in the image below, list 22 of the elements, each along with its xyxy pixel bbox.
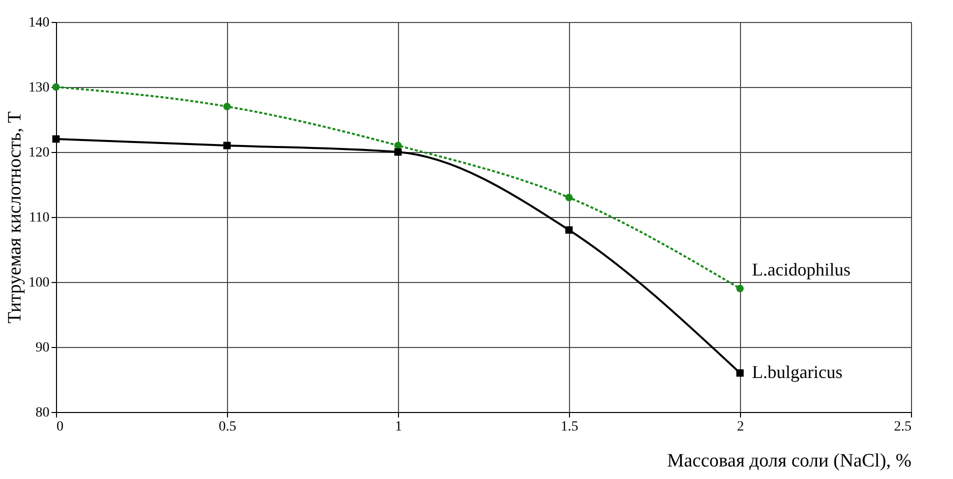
y-tick-label: 110 xyxy=(29,210,50,226)
y-axis-title: Титруемая кислотность, Т xyxy=(4,111,26,324)
y-tick-label: 90 xyxy=(36,340,50,356)
point xyxy=(223,102,231,110)
x-tick-label: 0.5 xyxy=(218,420,236,434)
y-tick-label: 100 xyxy=(28,276,50,290)
series-label: L.bulgaricus xyxy=(752,362,842,382)
x-axis-title: Массовая доля соли (NaCl), % xyxy=(667,450,912,472)
x-tick-label: 0 xyxy=(56,420,64,434)
x-tick-label: 2 xyxy=(737,420,744,434)
y-tick-label: 120 xyxy=(28,146,50,160)
point xyxy=(52,83,60,91)
point xyxy=(394,142,402,150)
point xyxy=(565,194,573,202)
point xyxy=(736,284,744,292)
x-tick-label: 1.5 xyxy=(560,420,578,434)
series-label: L.acidophilus xyxy=(752,260,850,280)
x-tick-label: 1 xyxy=(395,420,402,434)
y-tick-label: 140 xyxy=(28,16,50,30)
x-tick-label: 2.5 xyxy=(894,420,912,434)
y-tick-label: 130 xyxy=(28,80,50,96)
y-tick-label: 80 xyxy=(36,406,50,420)
